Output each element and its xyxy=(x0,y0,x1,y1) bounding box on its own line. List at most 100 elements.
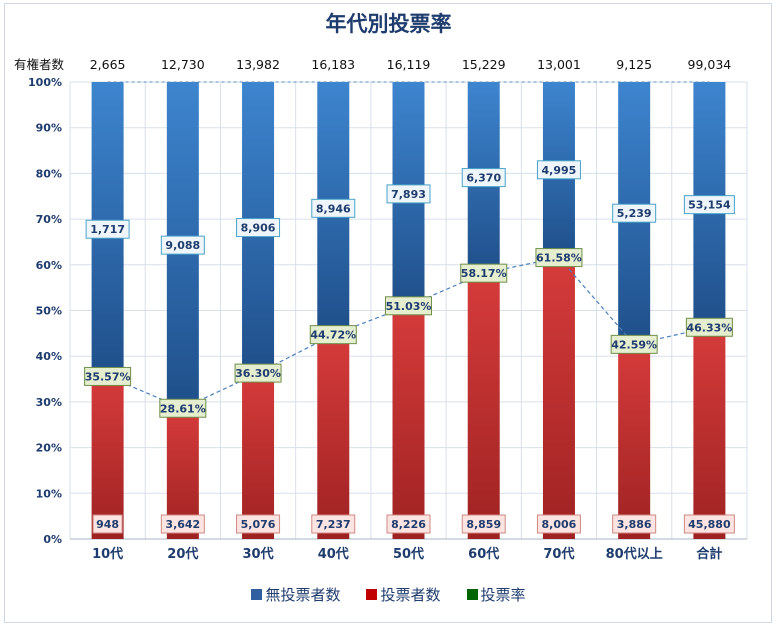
voters-label: 5,076 xyxy=(241,518,276,531)
y-tick-label: 0% xyxy=(43,533,62,546)
chart-plot: 0% 10% 20% 30% 40% 50% 60% 70% 80% 90% 100% 有権者数 2,6… xyxy=(14,57,748,562)
legend-item: 投票者数 xyxy=(366,584,441,605)
non-voters-label: 53,154 xyxy=(688,199,731,212)
turnout-label-box xyxy=(309,325,357,345)
eligible-voters-value: 9,125 xyxy=(616,57,652,72)
eligible-voters-value: 15,229 xyxy=(462,57,506,72)
legend-label: 無投票者数 xyxy=(265,586,341,604)
bar-voters xyxy=(91,376,124,539)
chart-title: 年代別投票率 xyxy=(325,12,452,36)
x-category-label: 10代 xyxy=(92,546,123,562)
bar-voters xyxy=(317,334,350,539)
chart-legend: 無投票者数 投票者数 投票率 xyxy=(0,584,777,605)
x-category-label: 70代 xyxy=(543,546,574,562)
y-tick-label: 50% xyxy=(36,305,62,318)
legend-swatch xyxy=(466,589,478,600)
y-tick-label: 90% xyxy=(36,122,62,135)
non-voters-label: 9,088 xyxy=(165,239,200,252)
legend-label: 投票者数 xyxy=(380,586,441,604)
bar-voters xyxy=(467,273,500,539)
turnout-label-box xyxy=(385,296,432,316)
non-voters-label-box xyxy=(85,219,130,239)
eligible-voters-value: 16,119 xyxy=(387,57,431,72)
turnout-label-box xyxy=(84,366,132,386)
y-tick-label: 80% xyxy=(36,167,62,180)
chart-frame xyxy=(4,3,772,623)
voters-label-box xyxy=(311,514,356,534)
y-tick-label: 10% xyxy=(36,487,62,500)
non-voters-label-box xyxy=(612,203,657,223)
voters-label: 45,880 xyxy=(688,518,731,531)
legend-item: 投票率 xyxy=(466,584,526,605)
non-voters-label: 6,370 xyxy=(466,172,501,185)
legend-swatch xyxy=(251,589,263,600)
voters-label-box xyxy=(160,514,205,534)
turnout-label-box xyxy=(685,317,733,337)
turnout-label: 42.59% xyxy=(611,338,657,351)
non-voters-label: 7,893 xyxy=(391,188,426,201)
non-voters-label-box xyxy=(236,218,281,238)
voters-label: 8,226 xyxy=(391,518,426,531)
turnout-label: 58.17% xyxy=(461,267,507,280)
non-voters-label: 1,717 xyxy=(90,223,125,236)
eligible-voters-label: 有権者数 xyxy=(14,57,65,72)
voters-label-box xyxy=(536,514,581,534)
turnout-label-box xyxy=(460,263,508,283)
legend-label: 投票率 xyxy=(480,586,526,604)
non-voters-label: 8,906 xyxy=(241,222,276,235)
turnout-label: 46.33% xyxy=(686,321,732,334)
eligible-voters-value: 13,001 xyxy=(537,57,581,72)
voters-label-box xyxy=(683,514,735,534)
turnout-label-box xyxy=(159,398,207,418)
bar-voters xyxy=(242,373,275,539)
turnout-label: 51.03% xyxy=(386,300,432,313)
x-category-label: 80代以上 xyxy=(606,546,663,562)
x-category-label: 50代 xyxy=(393,546,424,562)
voters-label: 3,642 xyxy=(165,518,200,531)
y-tick-label: 60% xyxy=(36,259,62,272)
non-voters-label: 5,239 xyxy=(617,207,652,220)
turnout-label: 44.72% xyxy=(310,329,356,342)
bar-voters xyxy=(542,257,575,539)
x-category-label: 40代 xyxy=(318,546,349,562)
y-tick-label: 30% xyxy=(36,396,62,409)
bar-voters xyxy=(693,327,726,539)
eligible-voters-value: 2,665 xyxy=(90,57,126,72)
x-category-label: 60代 xyxy=(468,546,499,562)
turnout-label: 36.30% xyxy=(235,367,281,380)
turnout-label: 28.61% xyxy=(160,402,206,415)
voters-label: 3,886 xyxy=(617,518,652,531)
y-tick-label: 100% xyxy=(28,76,62,89)
voters-label: 7,237 xyxy=(316,518,351,531)
voters-label-box xyxy=(92,514,123,534)
voters-label-box xyxy=(386,514,431,534)
non-voters-label-box xyxy=(683,195,735,215)
turnout-label-box xyxy=(535,248,583,268)
bar-voters xyxy=(618,344,651,539)
legend-swatch xyxy=(366,589,378,600)
turnout-label: 61.58% xyxy=(536,252,582,265)
voters-label: 8,859 xyxy=(466,518,501,531)
y-tick-label: 20% xyxy=(36,442,62,455)
y-tick-label: 70% xyxy=(36,213,62,226)
non-voters-label-box xyxy=(311,198,356,218)
non-voters-label: 8,946 xyxy=(316,202,351,215)
non-voters-label: 4,995 xyxy=(542,164,577,177)
eligible-voters-value: 99,034 xyxy=(688,57,732,72)
eligible-voters-value: 16,183 xyxy=(311,57,355,72)
turnout-label-box xyxy=(610,334,658,354)
voters-label: 8,006 xyxy=(542,518,577,531)
x-category-label: 20代 xyxy=(167,546,198,562)
voters-label-box xyxy=(461,514,506,534)
non-voters-label-box xyxy=(386,184,431,204)
y-tick-label: 40% xyxy=(36,350,62,363)
turnout-label-box xyxy=(234,363,282,383)
bar-voters xyxy=(392,305,425,539)
turnout-label: 35.57% xyxy=(85,370,131,383)
eligible-voters-value: 13,982 xyxy=(236,57,280,72)
non-voters-label-box xyxy=(160,235,205,255)
x-category-label: 30代 xyxy=(243,546,274,562)
voters-label: 948 xyxy=(96,518,119,531)
eligible-voters-value: 12,730 xyxy=(161,57,205,72)
non-voters-label-box xyxy=(461,168,506,188)
